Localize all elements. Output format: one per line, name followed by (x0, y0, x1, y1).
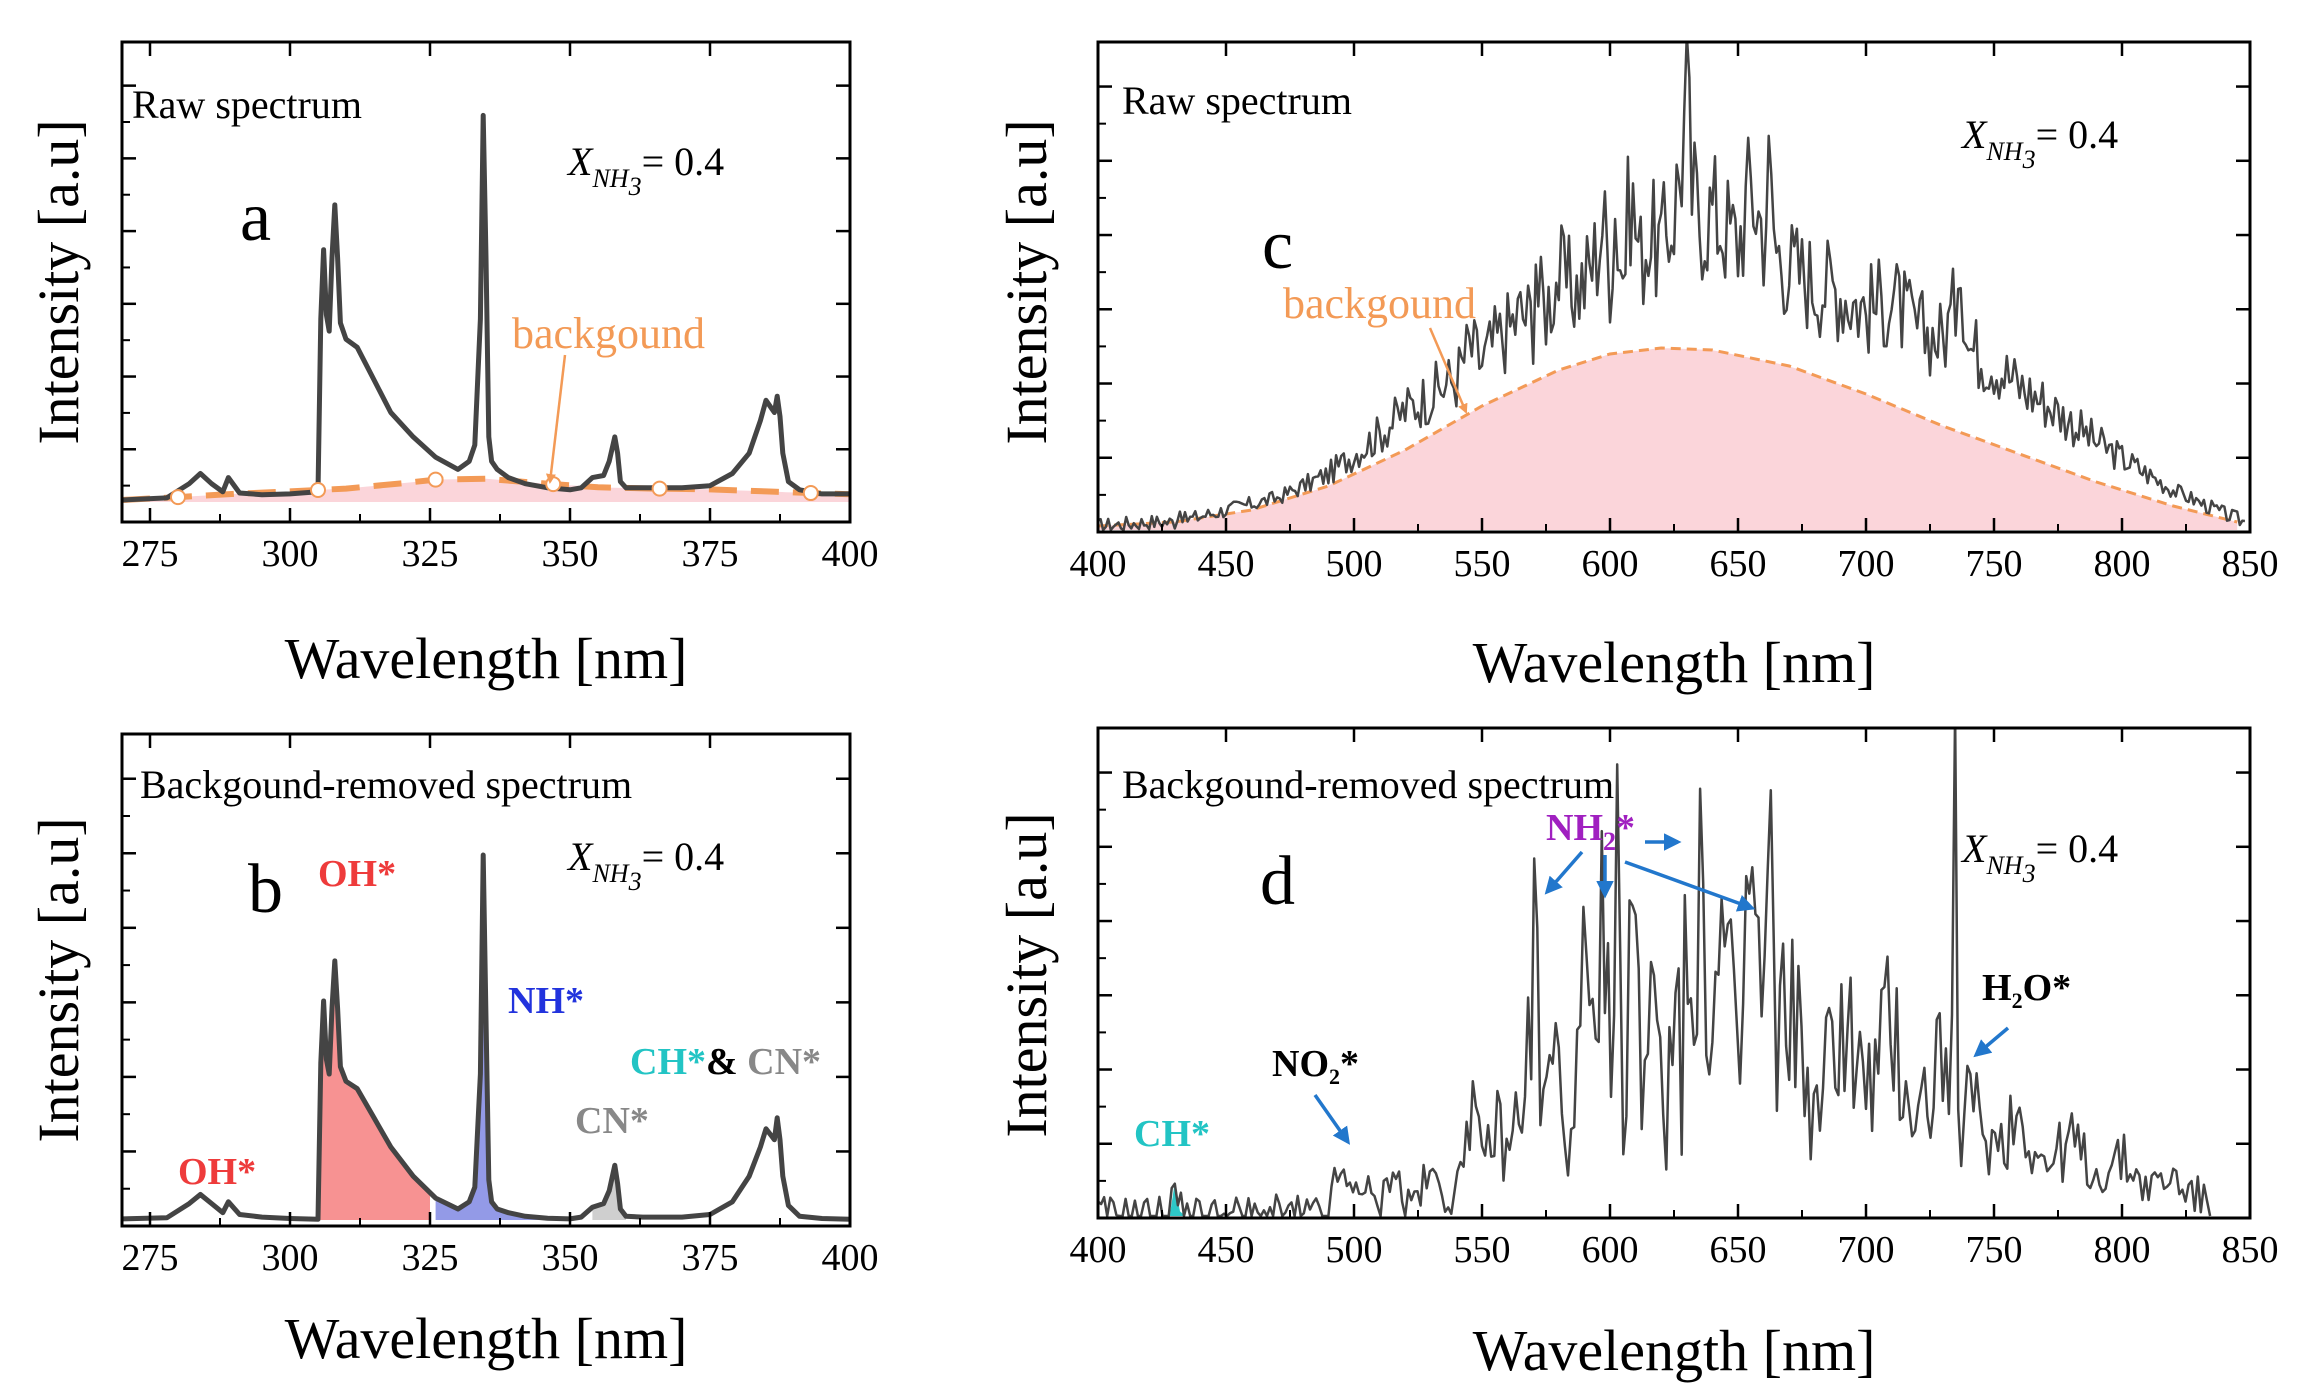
panel-c-plot (1098, 42, 2245, 532)
background-marker (651, 480, 668, 497)
x-tick-label: 550 (1454, 543, 1511, 585)
annotation-no2: NO2* (1272, 1043, 1359, 1089)
panel-d: 400 450 500 550 600 650 700 750 800 850 Backgound… (994, 726, 2279, 1383)
x-tick-label: 400 (822, 533, 879, 575)
panel-c-letter: c (1262, 207, 1293, 284)
background-area (122, 478, 850, 502)
x-tick-label: 650 (1710, 543, 1767, 585)
background-marker (310, 481, 326, 498)
panel-a-xnh3: XNH3= 0.4 (566, 139, 724, 201)
x-tick-label: 750 (1966, 543, 2023, 585)
x-tick-label: 600 (1582, 1229, 1639, 1271)
x-tick-label: 350 (542, 1237, 599, 1279)
annotation-nh2: NH2* (1546, 807, 1635, 856)
panel-a-title: Raw spectrum (132, 82, 362, 127)
annotation-nh: NH* (508, 980, 584, 1022)
panel-a: 275 300 325 350 375 400 Raw spectrum a XNH3= … (26, 40, 879, 691)
x-tick-label: 350 (542, 533, 599, 575)
panel-b-ylabel: Intensity [a.u] (26, 817, 91, 1142)
x-tick-label: 700 (1838, 543, 1895, 585)
x-tick-label: 850 (2222, 1229, 2279, 1271)
panel-b-xnh3: XNH3= 0.4 (566, 834, 724, 896)
x-tick-label: 550 (1454, 1229, 1511, 1271)
panel-a-xlabel: Wavelength [nm] (285, 626, 688, 691)
panel-c-title: Raw spectrum (1122, 78, 1352, 123)
background-marker (170, 489, 186, 506)
panel-c-ticks: 400 450 500 550 600 650 700 750 800 850 (1070, 42, 2279, 585)
x-tick-label: 650 (1710, 1229, 1767, 1271)
panel-a-background-arrow (545, 354, 567, 484)
panel-b-ticks: 275 300 325 350 375 400 (122, 734, 879, 1279)
x-tick-label: 450 (1198, 543, 1255, 585)
annotation-oh-main: OH* (318, 853, 396, 895)
x-tick-label: 400 (1070, 543, 1127, 585)
panel-a-plot (122, 112, 850, 506)
x-tick-label: 600 (1582, 543, 1639, 585)
panel-c-background-arrow (1428, 327, 1468, 414)
panel-d-xlabel: Wavelength [nm] (1473, 1318, 1876, 1383)
arrow-h2o (1973, 1026, 2010, 1058)
x-tick-label: 750 (1966, 1229, 2023, 1271)
panel-c-xlabel: Wavelength [nm] (1473, 630, 1876, 695)
panel-d-plot (1098, 728, 2212, 1218)
annotation-cn: CN* (575, 1100, 649, 1142)
background-marker (427, 471, 444, 488)
panel-c: 400 450 500 550 600 650 700 750 800 850 Raw spect… (994, 40, 2279, 695)
x-tick-label: 850 (2222, 543, 2279, 585)
panel-c-background-label: backgound (1283, 279, 1476, 328)
panel-c-ylabel: Intensity [a.u] (994, 119, 1059, 444)
x-tick-label: 400 (1070, 1229, 1127, 1271)
x-tick-label: 300 (262, 533, 319, 575)
panel-a-ylabel: Intensity [a.u] (26, 119, 91, 444)
arrow-no2 (1313, 1093, 1351, 1145)
panel-a-ticks: 275 300 325 350 375 400 (122, 42, 879, 575)
x-tick-label: 275 (122, 533, 179, 575)
background-marker (545, 476, 562, 493)
x-tick-label: 275 (122, 1237, 179, 1279)
x-tick-label: 375 (682, 533, 739, 575)
series-line-removed (122, 852, 850, 1222)
series-line-removed (1098, 728, 2212, 1218)
x-tick-label: 500 (1326, 543, 1383, 585)
x-tick-label: 325 (402, 533, 459, 575)
background-marker (802, 485, 819, 502)
panel-b: 275 300 325 350 375 400 Backgound-removed spe… (26, 732, 879, 1371)
x-tick-label: 800 (2094, 1229, 2151, 1271)
panel-d-xnh3: XNH3= 0.4 (1960, 826, 2118, 888)
annotation-h2o: H2O* (1982, 967, 2071, 1013)
series-line-raw (122, 112, 850, 503)
x-tick-label: 375 (682, 1237, 739, 1279)
background-area (1098, 348, 2238, 530)
background-curve (1098, 346, 2238, 528)
x-tick-label: 700 (1838, 1229, 1895, 1271)
annotation-oh-small: OH* (178, 1151, 256, 1193)
x-tick-label: 450 (1198, 1229, 1255, 1271)
x-tick-label: 800 (2094, 543, 2151, 585)
x-tick-label: 300 (262, 1237, 319, 1279)
panel-d-letter: d (1260, 843, 1295, 920)
panel-b-frame (120, 732, 852, 1228)
x-tick-label: 325 (402, 1237, 459, 1279)
panel-a-frame (120, 40, 852, 524)
panel-b-xlabel: Wavelength [nm] (285, 1306, 688, 1371)
panel-b-title: Backgound-removed spectrum (140, 762, 632, 807)
arrow-nh2-4 (1624, 860, 1756, 912)
panel-d-ticks: 400 450 500 550 600 650 700 750 800 850 (1070, 728, 2279, 1271)
panel-b-plot (122, 852, 850, 1222)
annotation-ch-d: CH* (1134, 1113, 1210, 1155)
band-fill-oh (318, 960, 430, 1220)
panel-d-ylabel: Intensity [a.u] (994, 812, 1059, 1137)
x-tick-label: 500 (1326, 1229, 1383, 1271)
annotation-ch-and-cn: CH*& CN* (630, 1041, 821, 1083)
panel-a-letter: a (240, 179, 271, 256)
x-tick-label: 400 (822, 1237, 879, 1279)
panel-d-title: Backgound-removed spectrum (1122, 762, 1614, 807)
panel-c-xnh3: XNH3= 0.4 (1960, 112, 2118, 174)
series-line-raw (1098, 42, 2245, 532)
panel-a-background-label: backgound (512, 309, 705, 358)
panel-b-letter: b (248, 851, 283, 928)
arrow-nh2-1 (1544, 850, 1584, 895)
